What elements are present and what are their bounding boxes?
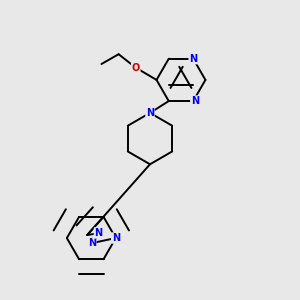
Text: N: N: [146, 108, 154, 118]
Text: N: N: [88, 238, 96, 248]
Text: N: N: [94, 228, 103, 238]
Text: N: N: [112, 233, 120, 243]
Text: N: N: [189, 54, 197, 64]
Text: N: N: [191, 96, 199, 106]
Text: O: O: [132, 63, 140, 73]
